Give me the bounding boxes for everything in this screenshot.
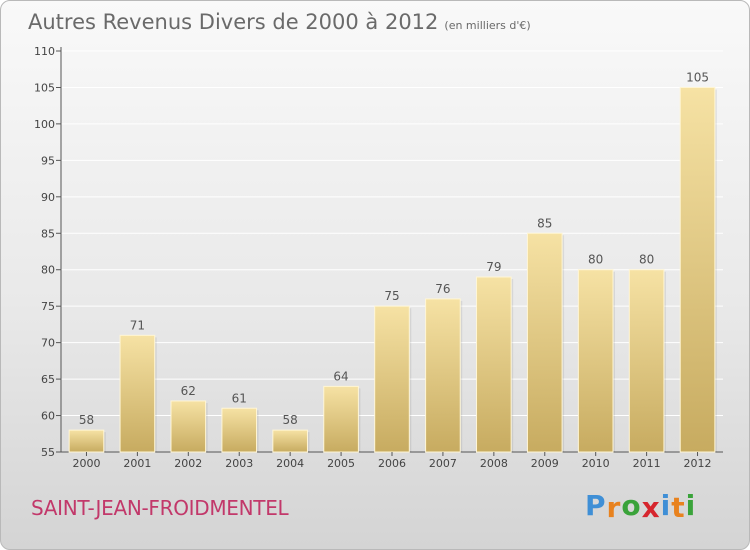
y-tick-label-85: 85 xyxy=(41,227,55,240)
bar-2003 xyxy=(221,407,258,453)
city-name: SAINT-JEAN-FROIDMENTEL xyxy=(31,496,289,520)
x-tick-label-2010: 2010 xyxy=(582,457,610,470)
y-tick-label-80: 80 xyxy=(41,264,55,277)
logo-letter: i xyxy=(660,489,672,522)
chart-subtitle: (en milliers d'€) xyxy=(444,19,531,32)
logo-letter: P xyxy=(585,489,607,522)
y-tick-label-55: 55 xyxy=(41,446,55,459)
value-label-2010: 80 xyxy=(588,253,603,267)
logo-letter: o xyxy=(621,489,642,522)
value-label-2009: 85 xyxy=(537,216,552,230)
y-tick-label-65: 65 xyxy=(41,373,55,386)
y-tick-label-100: 100 xyxy=(34,118,55,131)
x-tick-label-2008: 2008 xyxy=(480,457,508,470)
x-tick-label-2002: 2002 xyxy=(174,457,202,470)
bar-2004 xyxy=(272,429,308,453)
value-label-2011: 80 xyxy=(639,253,654,267)
bar-2009 xyxy=(526,232,563,453)
value-label-2000: 58 xyxy=(79,413,94,427)
x-tick-label-2011: 2011 xyxy=(633,457,661,470)
logo-letter: i xyxy=(685,489,697,522)
x-tick-label-2012: 2012 xyxy=(684,457,712,470)
y-tick-label-110: 110 xyxy=(34,45,55,58)
value-label-2005: 64 xyxy=(333,369,348,383)
logo-letter: x xyxy=(641,491,661,524)
y-tick-label-60: 60 xyxy=(41,410,55,423)
value-label-2008: 79 xyxy=(486,260,501,274)
bar-2012 xyxy=(679,86,716,453)
x-tick-label-2007: 2007 xyxy=(429,457,457,470)
value-label-2012: 105 xyxy=(686,70,709,84)
x-tick-label-2009: 2009 xyxy=(531,457,559,470)
y-tick-label-105: 105 xyxy=(34,81,55,94)
x-tick-label-2004: 2004 xyxy=(276,457,304,470)
bar-2010 xyxy=(577,269,614,453)
value-label-2006: 75 xyxy=(384,289,399,303)
y-tick-label-90: 90 xyxy=(41,191,55,204)
x-tick-label-2006: 2006 xyxy=(378,457,406,470)
logo-letter: r xyxy=(606,491,622,524)
value-label-2003: 61 xyxy=(232,391,247,405)
value-label-2004: 58 xyxy=(283,413,298,427)
bar-2000 xyxy=(68,429,105,453)
x-tick-label-2003: 2003 xyxy=(225,457,253,470)
x-tick-label-2005: 2005 xyxy=(327,457,355,470)
bar-2002 xyxy=(170,400,207,453)
proxiti-logo: Proxiti xyxy=(585,489,697,524)
bar-2005 xyxy=(323,385,359,453)
bar-2011 xyxy=(628,269,665,453)
chart-title-text: Autres Revenus Divers de 2000 à 2012 xyxy=(28,10,439,34)
value-label-2002: 62 xyxy=(181,384,196,398)
x-tick-label-2001: 2001 xyxy=(123,457,151,470)
y-tick-label-95: 95 xyxy=(41,154,55,167)
logo-letter: t xyxy=(671,491,686,524)
bar-2007 xyxy=(425,298,461,453)
value-label-2001: 71 xyxy=(130,318,145,332)
value-label-2007: 76 xyxy=(435,282,450,296)
chart-title: Autres Revenus Divers de 2000 à 2012 (en … xyxy=(28,10,531,34)
bar-2006 xyxy=(374,305,410,453)
y-tick-label-75: 75 xyxy=(41,300,55,313)
y-tick-label-70: 70 xyxy=(41,337,55,350)
x-tick-label-2000: 2000 xyxy=(72,457,100,470)
bar-2001 xyxy=(119,334,156,453)
bar-2008 xyxy=(476,276,512,453)
